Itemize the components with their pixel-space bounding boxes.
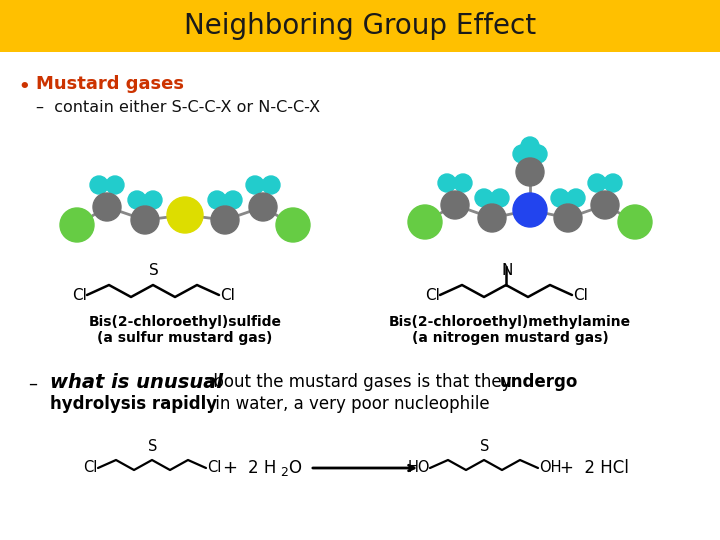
Circle shape [604, 174, 622, 192]
Circle shape [491, 189, 509, 207]
Circle shape [441, 191, 469, 219]
Text: what is unusual: what is unusual [50, 373, 223, 392]
Circle shape [454, 174, 472, 192]
Circle shape [475, 189, 493, 207]
Text: S: S [480, 439, 490, 454]
Text: +  2 HCl: + 2 HCl [560, 459, 629, 477]
Text: 2: 2 [280, 465, 288, 478]
Text: Cl: Cl [425, 287, 440, 302]
Text: Cl: Cl [573, 287, 588, 302]
Circle shape [144, 191, 162, 209]
Circle shape [128, 191, 146, 209]
Circle shape [529, 145, 547, 163]
Circle shape [249, 193, 277, 221]
Text: OH: OH [539, 461, 562, 476]
Text: •: • [18, 78, 30, 96]
Text: O: O [288, 459, 301, 477]
Text: Neighboring Group Effect: Neighboring Group Effect [184, 12, 536, 40]
Text: Cl: Cl [207, 461, 221, 476]
Circle shape [276, 208, 310, 242]
Bar [0, 0, 720, 52]
Text: Bis(2-chloroethyl)methylamine
(a nitrogen mustard gas): Bis(2-chloroethyl)methylamine (a nitroge… [389, 315, 631, 345]
Text: undergo: undergo [500, 373, 578, 391]
Circle shape [588, 174, 606, 192]
Circle shape [551, 189, 569, 207]
Text: S: S [149, 263, 159, 278]
Text: Bis(2-chloroethyl)sulfide
(a sulfur mustard gas): Bis(2-chloroethyl)sulfide (a sulfur must… [89, 315, 282, 345]
Circle shape [516, 158, 544, 186]
Text: Cl: Cl [72, 287, 87, 302]
Text: Mustard gases: Mustard gases [36, 75, 184, 93]
Text: 2 H: 2 H [248, 459, 276, 477]
Circle shape [408, 205, 442, 239]
Circle shape [90, 176, 108, 194]
Circle shape [60, 208, 94, 242]
Circle shape [591, 191, 619, 219]
Text: about the mustard gases is that they: about the mustard gases is that they [198, 373, 517, 391]
Circle shape [106, 176, 124, 194]
Circle shape [513, 145, 531, 163]
Circle shape [521, 137, 539, 155]
Circle shape [208, 191, 226, 209]
Text: HO: HO [408, 461, 430, 476]
Text: S: S [148, 439, 158, 454]
Text: –: – [28, 375, 37, 393]
Circle shape [224, 191, 242, 209]
Circle shape [554, 204, 582, 232]
Circle shape [93, 193, 121, 221]
Circle shape [618, 205, 652, 239]
Text: in water, a very poor nucleophile: in water, a very poor nucleophile [210, 395, 490, 413]
Circle shape [438, 174, 456, 192]
Text: Cl: Cl [84, 461, 98, 476]
Text: +: + [222, 459, 238, 477]
Circle shape [167, 197, 203, 233]
Text: hydrolysis rapidly: hydrolysis rapidly [50, 395, 217, 413]
Circle shape [262, 176, 280, 194]
Circle shape [567, 189, 585, 207]
Circle shape [478, 204, 506, 232]
Circle shape [211, 206, 239, 234]
Circle shape [131, 206, 159, 234]
Circle shape [246, 176, 264, 194]
Text: Cl: Cl [220, 287, 235, 302]
Text: –  contain either S-C-C-X or N-C-C-X: – contain either S-C-C-X or N-C-C-X [36, 100, 320, 115]
Circle shape [513, 193, 547, 227]
Text: N: N [501, 263, 513, 278]
